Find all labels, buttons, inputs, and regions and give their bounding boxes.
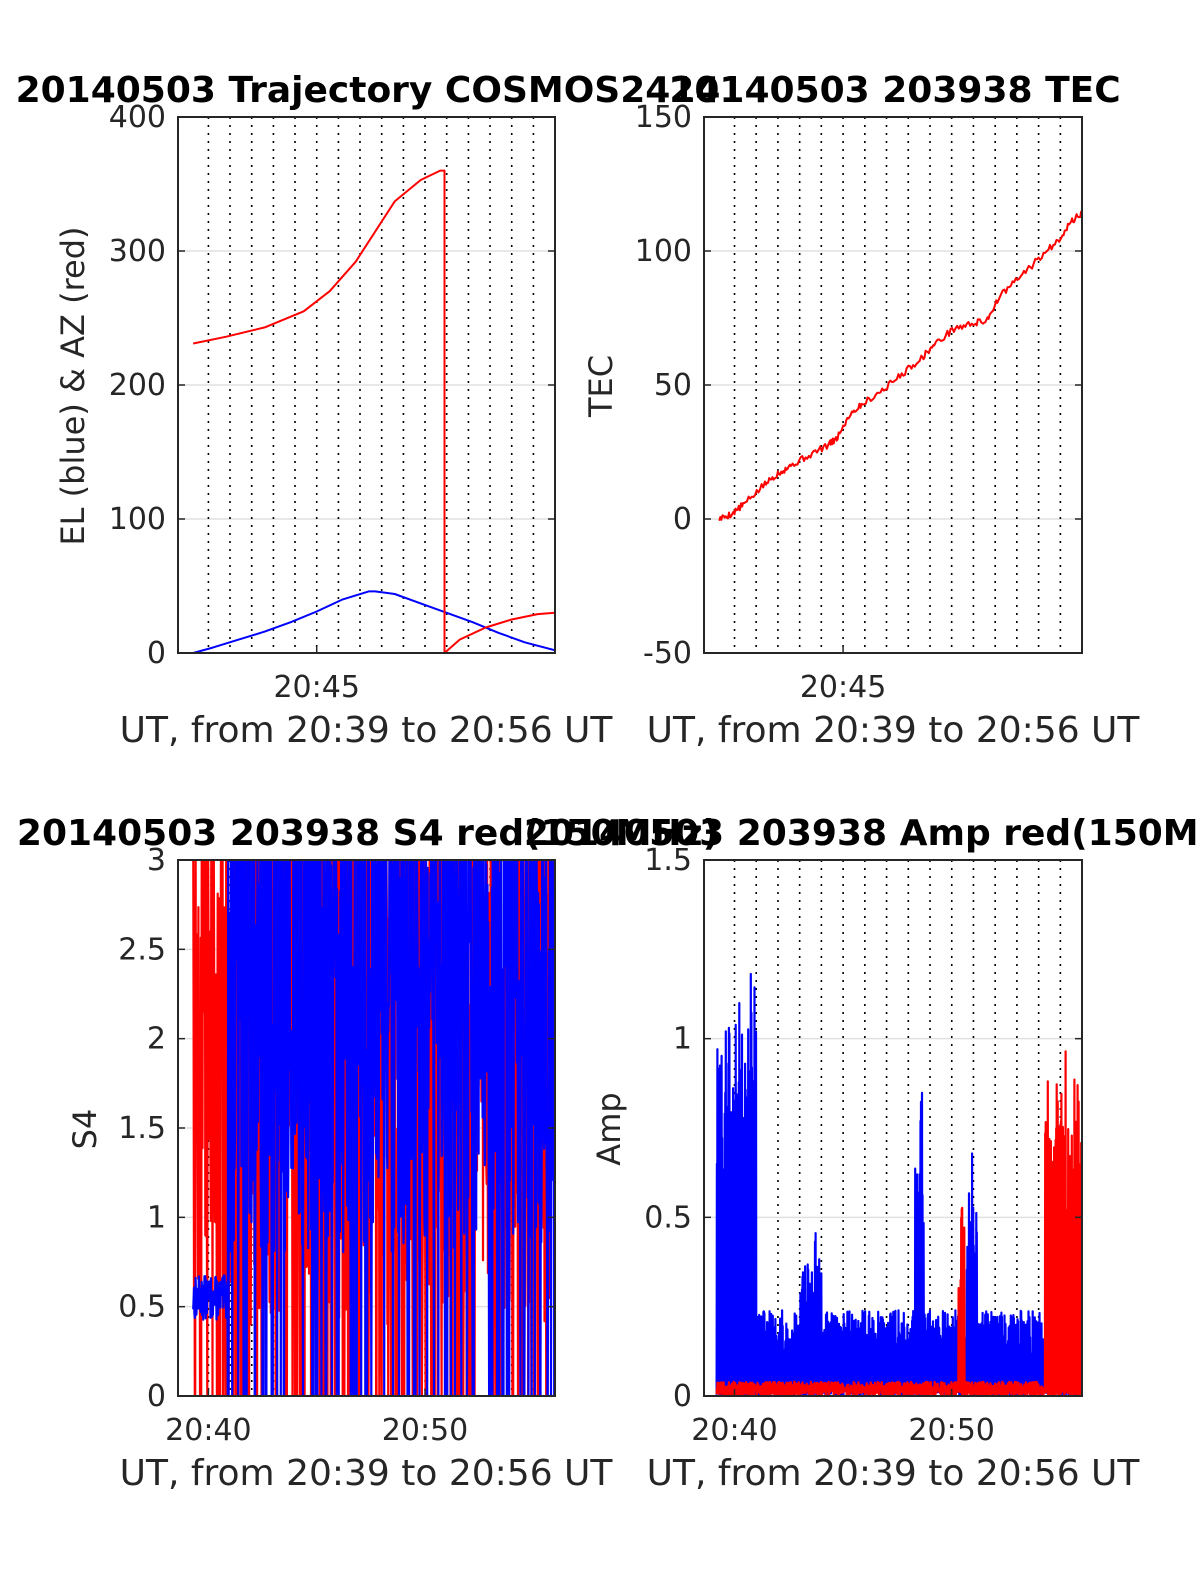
series-group — [192, 860, 555, 1396]
x-tick-label: 20:50 — [382, 1413, 468, 1448]
series-line-0 — [718, 210, 1082, 522]
series-line-0 — [715, 972, 1082, 1396]
series-group — [192, 169, 555, 653]
amp-chart: 20140503 203938 Amp red(150MHz) UT, from… — [524, 813, 1200, 1494]
y-tick-label: 1.5 — [644, 843, 692, 878]
y-axis-label: TEC — [582, 355, 620, 418]
y-tick-label: 2.5 — [118, 932, 166, 967]
series-line-1 — [192, 169, 555, 653]
chart-title: 20140503 Trajectory COSMOS2414 — [16, 70, 721, 111]
x-tick-label: 20:45 — [273, 670, 359, 705]
tec-chart: 20140503 203938 TEC UT, from 20:39 to 20… — [582, 70, 1140, 751]
y-tick-label: 0 — [147, 636, 166, 671]
y-tick-label: 100 — [109, 502, 166, 537]
series-group — [715, 972, 1082, 1396]
y-tick-label: 150 — [635, 100, 692, 135]
s4-chart: 20140503 203938 S4 red(150MHz) UT, from … — [17, 813, 719, 1494]
chart-title: 20140503 203938 Amp red(150MHz) — [524, 813, 1200, 854]
y-tick-label: 300 — [109, 234, 166, 269]
x-tick-label: 20:40 — [691, 1413, 777, 1448]
x-tick-label: 20:45 — [800, 670, 886, 705]
y-tick-label: 0.5 — [644, 1200, 692, 1235]
y-tick-label: 0 — [673, 502, 692, 537]
y-tick-label: 0 — [147, 1379, 166, 1414]
x-tick-label: 20:40 — [165, 1413, 251, 1448]
series-line-1 — [192, 860, 555, 1396]
y-tick-label: 1.5 — [118, 1111, 166, 1146]
y-tick-label: 200 — [109, 368, 166, 403]
x-axis-label: UT, from 20:39 to 20:56 UT — [647, 710, 1141, 751]
y-tick-label: 0.5 — [118, 1290, 166, 1325]
y-tick-label: 100 — [635, 234, 692, 269]
grid — [178, 116, 555, 654]
y-tick-label: 400 — [109, 100, 166, 135]
chart-title: 20140503 203938 S4 red(150MHz) — [17, 813, 719, 854]
trajectory-chart: 20140503 Trajectory COSMOS2414 UT, from … — [16, 70, 721, 751]
series-line-1 — [715, 1050, 1082, 1396]
y-axis-label: Amp — [590, 1092, 628, 1165]
y-tick-label: 2 — [147, 1022, 166, 1057]
x-axis-label: UT, from 20:39 to 20:56 UT — [120, 1453, 614, 1494]
y-tick-label: 1 — [673, 1022, 692, 1057]
grid — [704, 116, 1082, 654]
y-tick-label: 50 — [654, 368, 692, 403]
y-tick-label: 1 — [147, 1200, 166, 1235]
axes-frame — [703, 859, 1083, 1397]
series-group — [718, 210, 1082, 522]
y-tick-label: 3 — [147, 843, 166, 878]
y-tick-label: 0 — [673, 1379, 692, 1414]
y-axis-label: EL (blue) & AZ (red) — [54, 226, 92, 545]
x-axis-label: UT, from 20:39 to 20:56 UT — [120, 710, 614, 751]
y-axis-label: S4 — [66, 1109, 104, 1150]
y-tick-label: -50 — [643, 636, 692, 671]
chart-title: 20140503 203938 TEC — [669, 70, 1120, 111]
x-axis-label: UT, from 20:39 to 20:56 UT — [647, 1453, 1141, 1494]
x-tick-label: 20:50 — [908, 1413, 994, 1448]
